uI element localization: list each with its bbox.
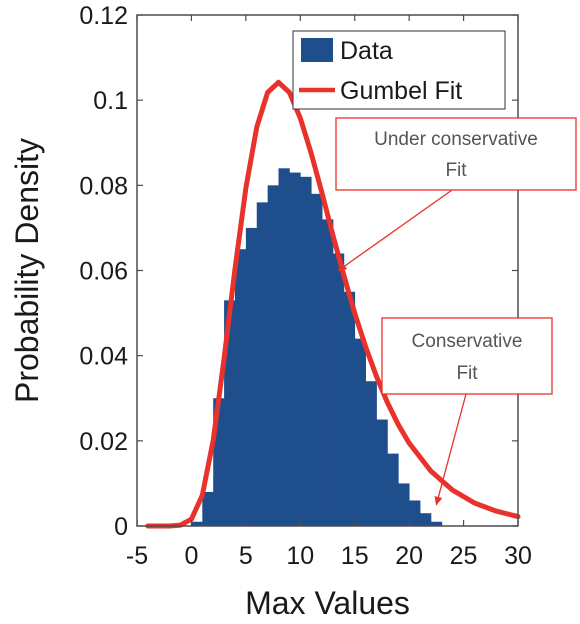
x-tick-label: 25: [450, 542, 478, 570]
annotation-text-line: Under conservative: [374, 129, 538, 150]
legend-swatch-data: [301, 38, 333, 62]
y-tick-label: 0.1: [93, 87, 128, 115]
histogram-bar: [322, 219, 334, 526]
y-axis-label: Probability Density: [9, 138, 45, 403]
annotations: Under conservative Fit Conservative Fit: [335, 117, 577, 506]
y-tick-label: 0.04: [79, 343, 128, 371]
x-tick-label: 20: [395, 542, 423, 570]
histogram-bar: [213, 398, 225, 526]
x-tick-label: 10: [286, 542, 314, 570]
histogram-bar: [202, 491, 214, 526]
annotation-box: [381, 317, 553, 395]
histogram-bar: [354, 338, 366, 526]
histogram-bar: [332, 253, 345, 526]
histogram-bar: [387, 453, 399, 526]
x-tick-label: 5: [239, 542, 253, 570]
histogram-bar: [409, 500, 421, 526]
y-tick-label: 0.06: [79, 258, 128, 286]
annotation-arrow: [434, 393, 467, 506]
histogram-bars: [191, 168, 443, 527]
histogram-bar: [278, 168, 290, 527]
x-tick-label: -5: [126, 542, 148, 570]
histogram-bar: [398, 483, 410, 526]
histogram-bar: [300, 176, 312, 527]
histogram-bar: [311, 193, 323, 526]
histogram-bar: [256, 202, 269, 526]
legend-label-gumbel-fit: Gumbel Fit: [340, 77, 462, 105]
annotation-arrow: [337, 189, 453, 272]
x-tick-label: 0: [184, 542, 198, 570]
y-tick-label: 0: [114, 513, 128, 541]
gumbel-fit-curve: [145, 79, 521, 529]
histogram-bar: [245, 227, 258, 526]
histogram-bar: [289, 172, 301, 526]
histogram-bar: [234, 249, 247, 527]
y-tick-label: 0.08: [79, 172, 128, 200]
annotation-text-line: Conservative: [412, 331, 523, 352]
y-tick-label: 0.02: [79, 428, 128, 456]
gumbel-fit-line: [145, 79, 521, 529]
x-tick-label: 30: [504, 542, 532, 570]
legend-label-data: Data: [340, 37, 393, 65]
histogram-bar: [420, 513, 432, 526]
annotation-text-line: Fit: [445, 160, 467, 181]
histogram-bar: [191, 521, 203, 526]
legend: Data Gumbel Fit: [292, 30, 506, 110]
histogram-bar: [430, 521, 443, 526]
x-tick-label: 15: [341, 542, 369, 570]
histogram-bar: [224, 300, 236, 526]
histogram-bar: [376, 419, 388, 526]
y-tick-label: 0.12: [79, 2, 128, 30]
histogram-bar: [267, 185, 279, 527]
histogram-bar: [365, 381, 377, 526]
annotation-box: [335, 117, 577, 191]
x-axis-label: Max Values: [245, 585, 410, 621]
histogram-bar: [343, 291, 356, 526]
annotation-text-line: Fit: [456, 363, 478, 384]
